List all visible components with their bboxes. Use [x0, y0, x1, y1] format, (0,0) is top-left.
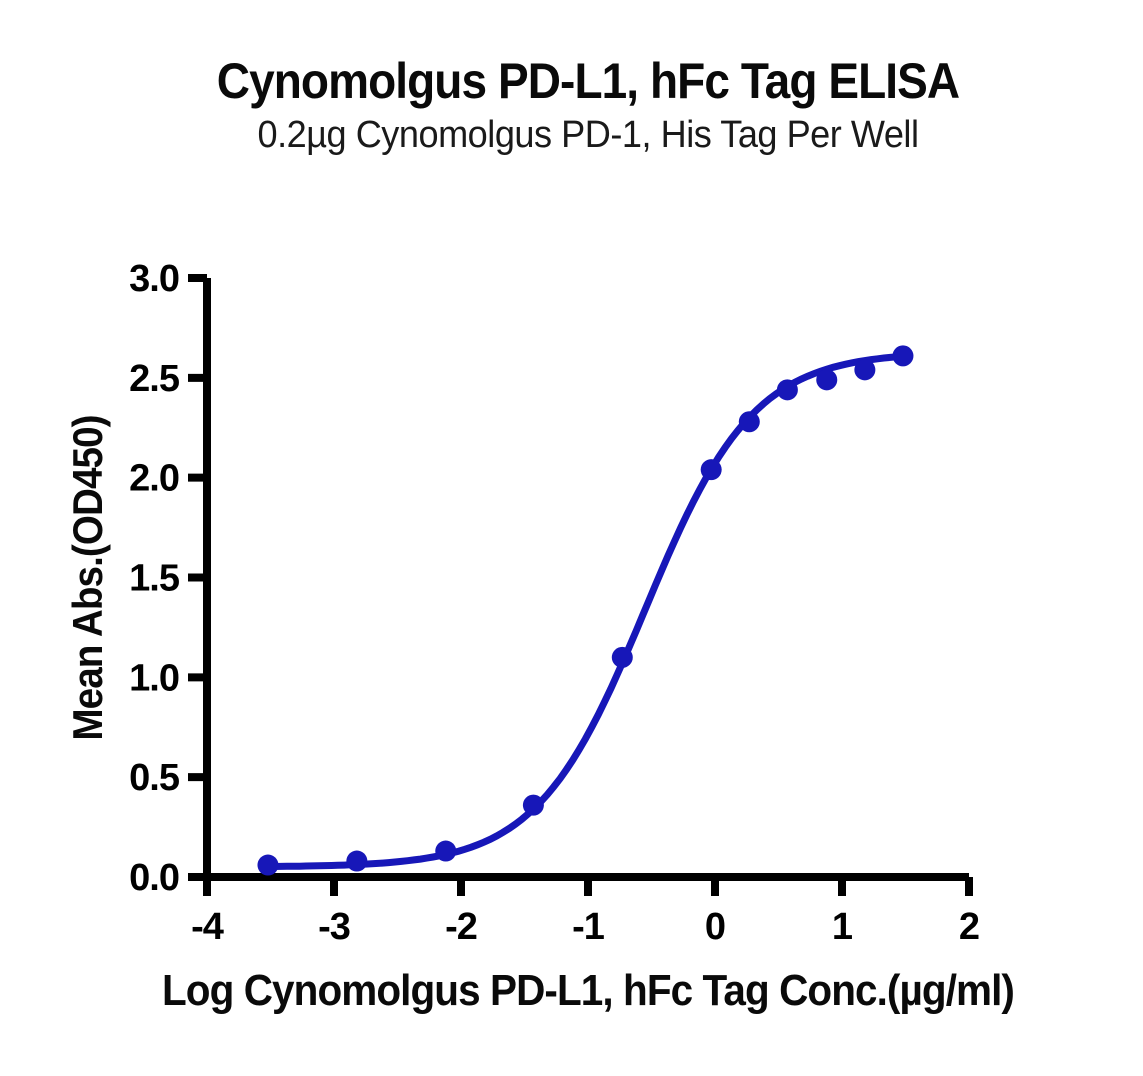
- data-point: [257, 854, 279, 876]
- data-point: [611, 646, 633, 668]
- x-tick-label: -4: [191, 906, 224, 948]
- x-tick-label: -2: [445, 906, 477, 948]
- data-point: [892, 345, 914, 367]
- x-tick-label: 2: [959, 906, 979, 948]
- x-tick-label: -3: [318, 906, 350, 948]
- x-tick-label: -1: [572, 906, 605, 948]
- fit-curve: [264, 352, 907, 870]
- data-point: [700, 459, 722, 481]
- data-point: [776, 379, 798, 401]
- y-tick-label: 2.5: [129, 358, 180, 400]
- data-point: [854, 359, 876, 381]
- y-tick-label: 2.0: [129, 458, 179, 500]
- chart-title: Cynomolgus PD-L1, hFc Tag ELISA: [216, 53, 960, 109]
- y-tick-label: 0.0: [129, 857, 179, 899]
- x-axis-label: Log Cynomolgus PD-L1, hFc Tag Conc.(µg/m…: [161, 966, 1015, 1015]
- x-tick-label: 1: [832, 906, 853, 948]
- data-point: [435, 840, 457, 862]
- y-tick-label: 0.5: [129, 757, 180, 799]
- y-tick-label: 3.0: [129, 258, 179, 300]
- data-point: [738, 411, 760, 433]
- chart-subtitle: 0.2µg Cynomolgus PD-1, His Tag Per Well: [257, 114, 919, 156]
- data-point: [816, 369, 838, 391]
- data-point: [346, 850, 368, 872]
- y-tick-label: 1.0: [129, 657, 179, 699]
- y-tick-label: 1.5: [129, 558, 180, 600]
- data-point: [522, 794, 544, 816]
- x-tick-label: 0: [705, 906, 725, 948]
